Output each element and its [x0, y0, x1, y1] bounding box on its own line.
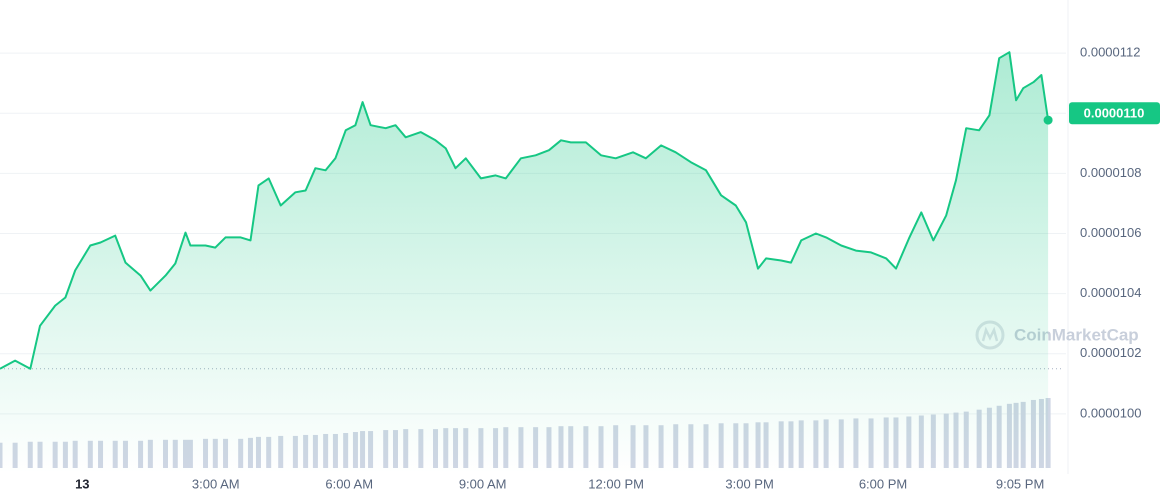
x-tick-label: 12:00 PM	[588, 476, 644, 491]
x-tick-label: 6:00 AM	[325, 476, 373, 491]
y-tick-label: 0.0000100	[1080, 405, 1141, 420]
y-tick-label: 0.0000102	[1080, 345, 1141, 360]
y-tick-label: 0.0000104	[1080, 285, 1141, 300]
x-tick-label: 6:00 PM	[859, 476, 907, 491]
y-tick-label: 0.0000112	[1080, 45, 1141, 60]
x-tick-label: 3:00 AM	[192, 476, 240, 491]
x-tick-label: 3:00 PM	[725, 476, 773, 491]
x-tick-label: 9:00 AM	[459, 476, 507, 491]
price-line	[0, 51, 1050, 370]
last-price-dot	[1043, 115, 1053, 125]
y-tick-label: 0.0000108	[1080, 165, 1141, 180]
current-price-label: 0.0000110	[1084, 106, 1145, 121]
current-price-badge	[1069, 102, 1160, 125]
x-tick-label: 9:05 PM	[996, 476, 1044, 491]
y-tick-label: 0.0000106	[1080, 225, 1141, 240]
x-tick-label: 13	[75, 476, 89, 491]
price-area	[0, 52, 1049, 474]
